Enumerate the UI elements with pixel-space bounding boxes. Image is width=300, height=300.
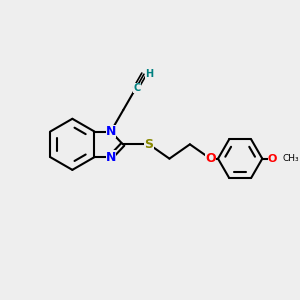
Text: H: H: [145, 69, 153, 79]
Text: N: N: [106, 125, 116, 138]
Text: O: O: [205, 152, 216, 165]
Text: S: S: [145, 138, 154, 151]
Text: CH₃: CH₃: [282, 154, 299, 163]
Text: C: C: [134, 83, 141, 93]
Text: O: O: [268, 154, 277, 164]
Text: N: N: [106, 151, 116, 164]
